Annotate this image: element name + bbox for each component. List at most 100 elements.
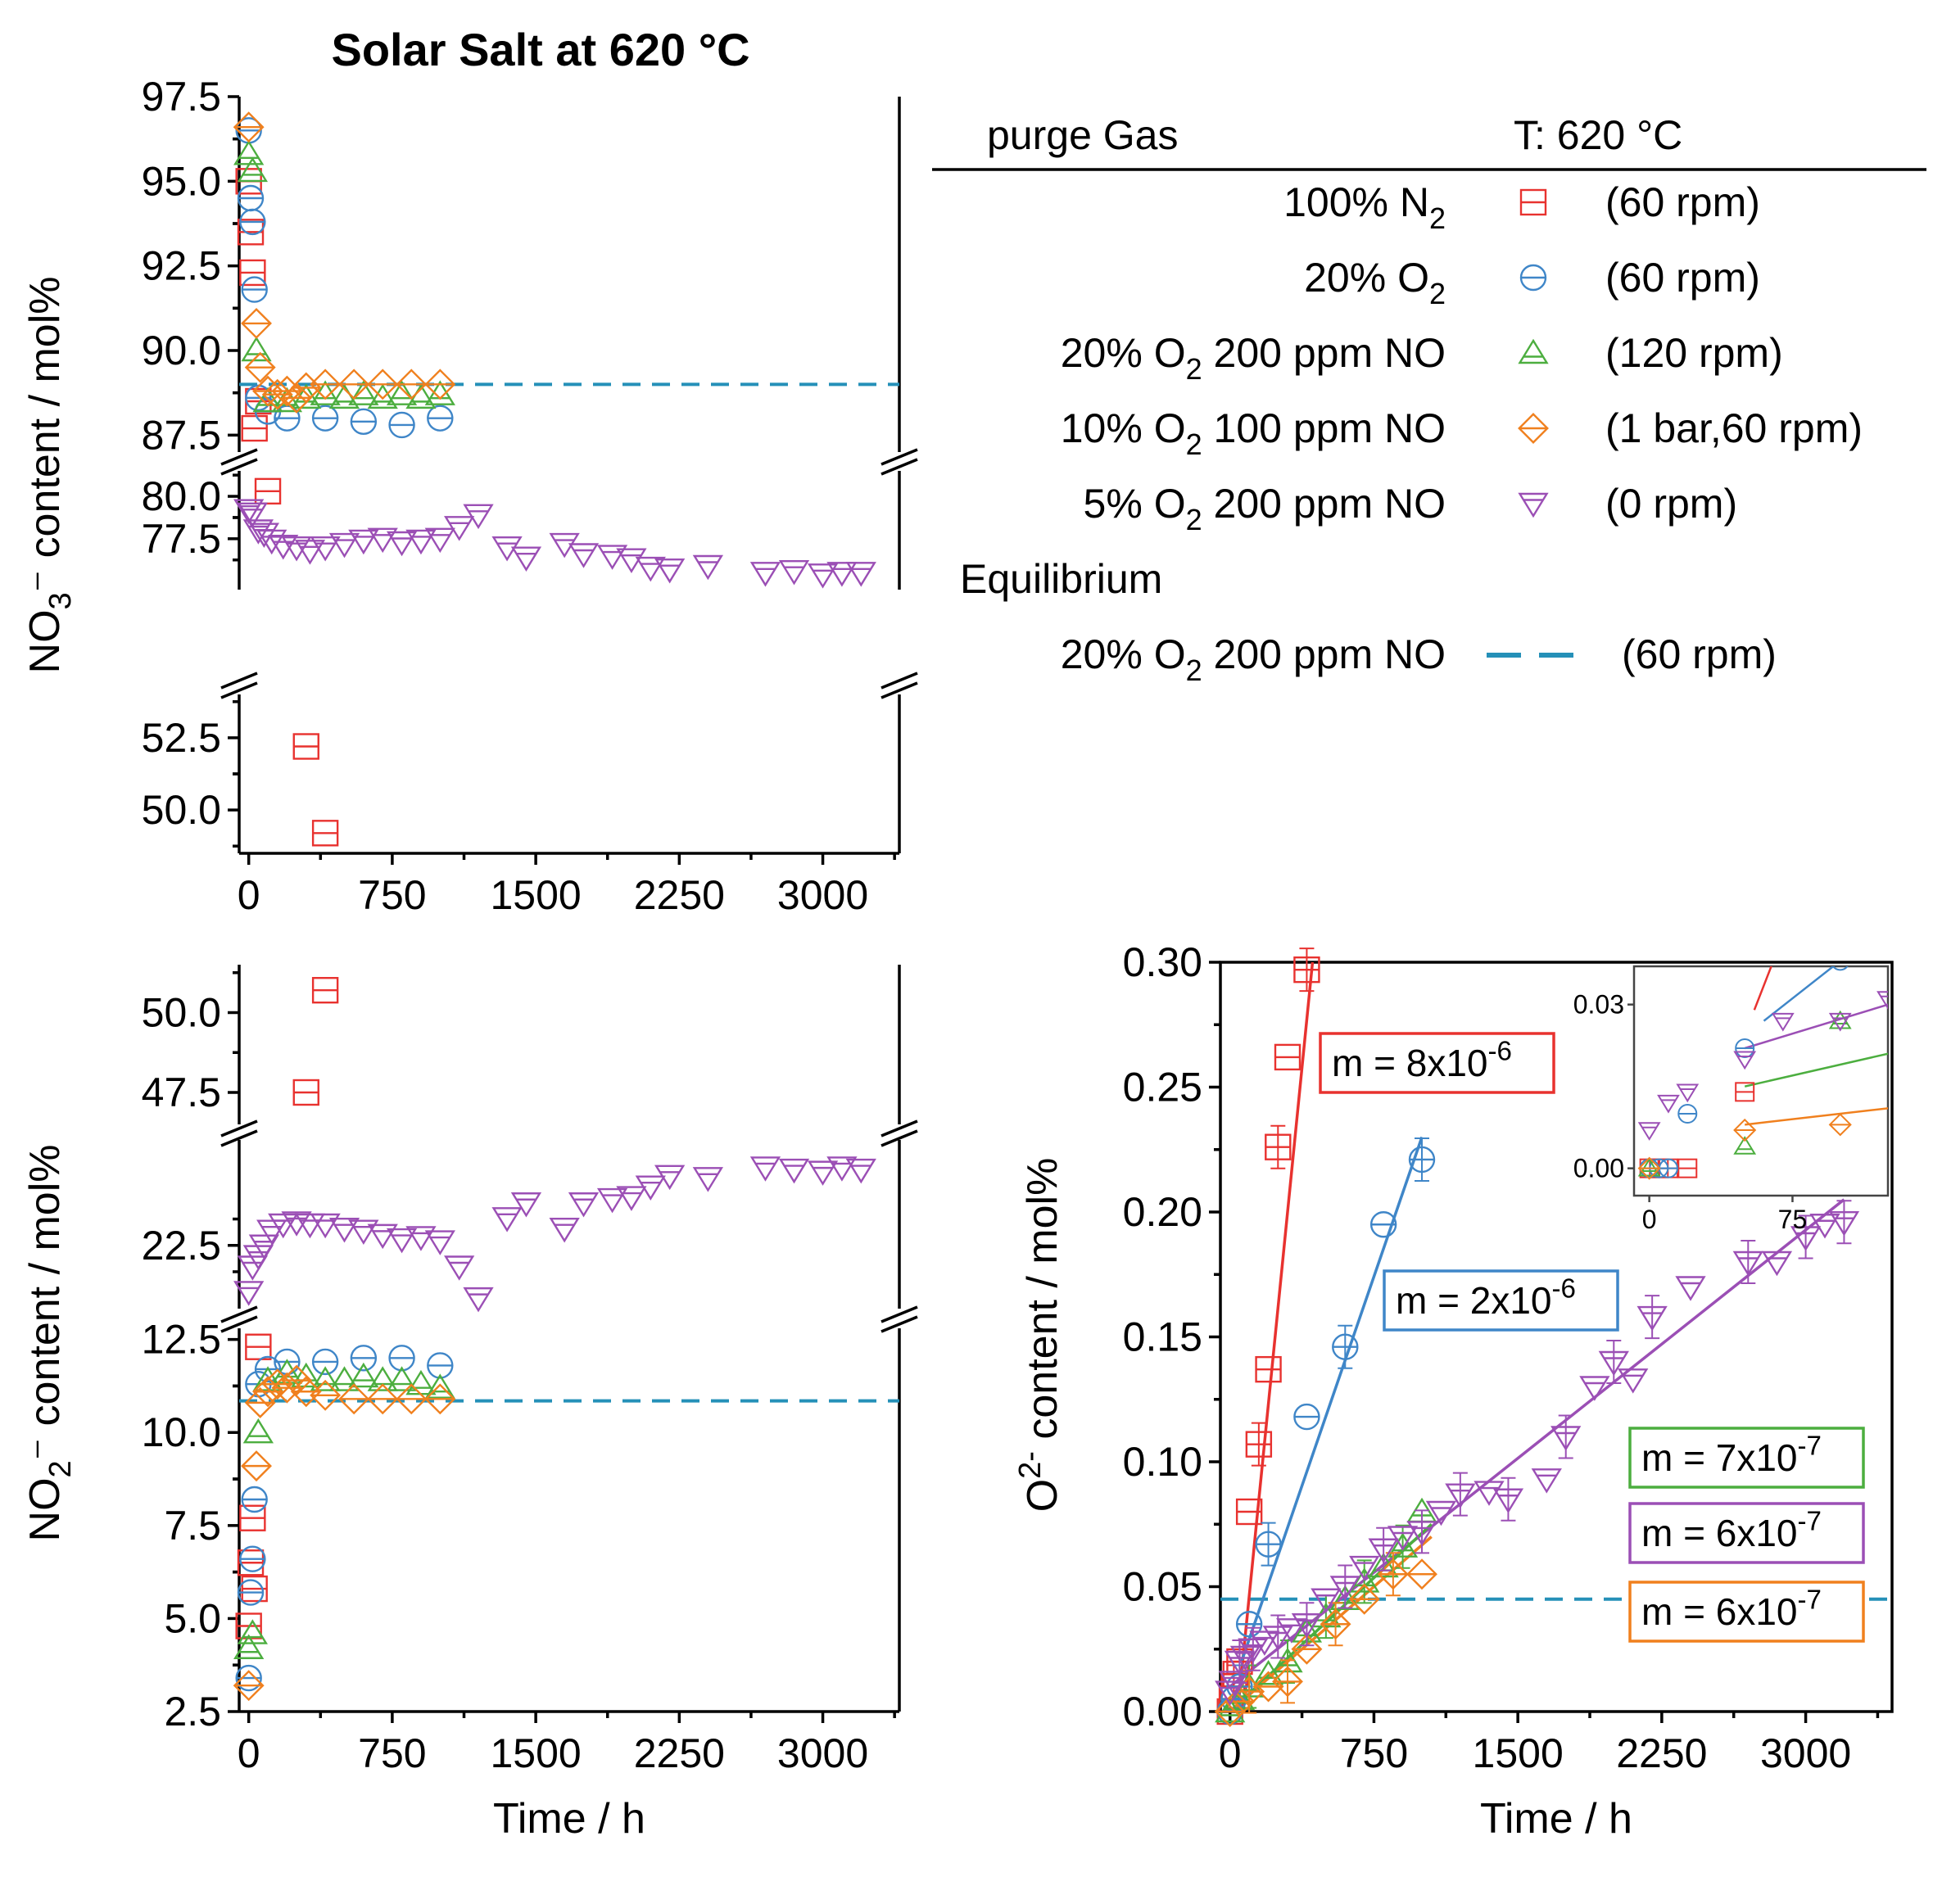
marker-shape [1262, 1626, 1293, 1651]
marker-shape [826, 562, 858, 587]
marker-shape [1733, 1136, 1757, 1155]
inset-y-tick-label: 0.03 [1573, 990, 1624, 1020]
inset-data-point [1831, 966, 1849, 971]
axis-break-mark [220, 1305, 258, 1323]
marker-shape [1579, 1376, 1610, 1401]
marker-shape [1329, 1576, 1360, 1601]
marker-shape [281, 1211, 312, 1237]
slope-label-main: m = 6x10 [1641, 1512, 1798, 1554]
data-point [424, 369, 456, 400]
data-point [311, 976, 339, 1004]
slope-annotation: m = 8x10-6 [1319, 1032, 1555, 1094]
data-point [1732, 1250, 1763, 1277]
y-tick-label: 2.5 [164, 1689, 221, 1734]
data-point [237, 1549, 265, 1576]
series-circle [235, 1345, 454, 1692]
data-point [1293, 1403, 1320, 1431]
legend-row: 5% O2 200 ppm NO (0 rpm) [1084, 481, 1738, 536]
data-point [510, 1192, 542, 1218]
legend-rpm: (60 rpm) [1605, 179, 1760, 225]
marker-shape [1518, 492, 1549, 518]
data-point [463, 504, 494, 530]
legend-rpm: (120 rpm) [1605, 330, 1783, 376]
data-point [826, 562, 858, 587]
data-point [348, 1362, 379, 1388]
axis-break-mark [880, 1315, 918, 1333]
marker-shape [1387, 1526, 1419, 1551]
inset-data-point [1828, 1012, 1852, 1032]
data-point [367, 527, 398, 554]
legend-gas-sub: 2 [1186, 352, 1202, 386]
slope-label: m = 7x10-7 [1641, 1431, 1822, 1479]
legend-gas: 20% O2 [1304, 255, 1446, 310]
marker-shape [256, 1219, 287, 1246]
series-triangle-up [233, 1359, 455, 1659]
nitrite-panel: 2.5 5.0 7.5 10.0 12.5 22.5 47.5 50.0 0 750 1500 225… [21, 965, 918, 1843]
data-point [338, 369, 370, 400]
marker-shape [310, 380, 341, 405]
marker-shape [237, 156, 268, 183]
data-point [386, 1366, 418, 1391]
inset-series-diamond [1637, 1113, 1852, 1180]
data-point [1408, 1146, 1436, 1174]
marker-shape [244, 351, 276, 383]
data-point [1445, 1483, 1476, 1508]
x-tick-label: 0 [1219, 1730, 1242, 1776]
slope-box [1319, 1032, 1555, 1094]
axis-break-mark [880, 1119, 918, 1137]
marker-shape [1733, 1051, 1757, 1070]
y-axis-label: O2- content / mol% [1013, 1158, 1066, 1513]
data-point [654, 1165, 686, 1191]
data-point [1675, 1276, 1706, 1301]
data-point [1255, 1531, 1282, 1558]
y-tick-label: 12.5 [142, 1317, 221, 1363]
series-triangle-down [1215, 1200, 1860, 1706]
data-point [1255, 1355, 1282, 1383]
y-tick-label: 0.20 [1123, 1189, 1202, 1235]
data-point [1809, 1214, 1840, 1239]
marker-shape [1733, 1118, 1757, 1142]
data-point [237, 156, 268, 183]
slope-label-main: m = 7x10 [1641, 1436, 1798, 1479]
marker-shape [248, 1234, 280, 1260]
y-tick-label: 50.0 [142, 990, 221, 1036]
data-point [596, 545, 628, 570]
marker-shape [268, 1213, 299, 1239]
legend-gas: 100% N2 [1283, 179, 1446, 235]
legend-equilibrium-title: Equilibrium [960, 556, 1162, 602]
marker-shape [549, 1217, 580, 1243]
marker-shape [1291, 1613, 1323, 1639]
y-tick-label: 0.10 [1123, 1439, 1202, 1485]
data-point [241, 336, 272, 362]
legend-equilibrium-gas-main: 20% O [1061, 631, 1186, 677]
marker-shape [596, 545, 628, 570]
data-point [778, 1158, 810, 1184]
marker-shape [1828, 1012, 1852, 1032]
inset-data-point [1637, 1122, 1661, 1141]
marker-shape [233, 1670, 265, 1702]
data-point [596, 1187, 628, 1214]
marker-shape [1637, 1157, 1661, 1177]
marker-shape [463, 1287, 494, 1313]
marker-shape [1531, 1468, 1562, 1494]
marker-shape [1368, 1552, 1399, 1578]
y-tick-label: 97.5 [142, 74, 221, 120]
marker-shape [271, 1372, 303, 1404]
marker-shape [1406, 1521, 1437, 1546]
y-tick-label: 10.0 [142, 1409, 221, 1455]
data-point [549, 1217, 580, 1243]
marker-shape [396, 1383, 428, 1415]
marker-shape [233, 1281, 265, 1306]
data-point [1320, 1608, 1351, 1640]
axis-break-mark [880, 448, 918, 466]
data-point [635, 1175, 666, 1201]
legend-gas-main: 20% O [1061, 330, 1186, 376]
data-point [281, 1211, 312, 1237]
data-point [427, 405, 454, 432]
data-point [1368, 1538, 1399, 1564]
marker-shape [1224, 1650, 1256, 1676]
marker-shape [252, 1376, 283, 1408]
legend-equilibrium-gas: 20% O2 200 ppm NO [1061, 631, 1446, 687]
marker-shape [1291, 1633, 1323, 1665]
